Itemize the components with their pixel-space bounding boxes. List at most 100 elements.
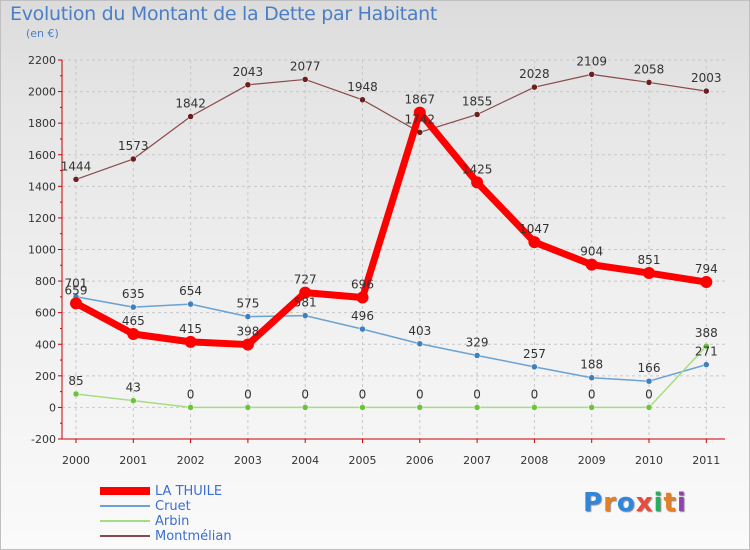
data-label: 654 [179,284,202,298]
data-point [187,113,194,120]
y-tick-label: 1800 [28,117,56,130]
x-tick-label: 2011 [692,454,720,467]
data-label: 496 [351,309,374,323]
data-point [244,404,252,411]
series-line-cruet [75,295,708,382]
data-label: 166 [638,361,661,375]
series-lines [70,71,713,411]
data-label: 1444 [61,159,92,173]
data-label: 1855 [462,94,493,108]
data-point [359,96,366,104]
data-label: 2028 [519,67,550,81]
data-point [299,286,312,299]
data-label: 2109 [576,54,607,68]
legend-label: Arbin [155,514,190,529]
y-tick-label: 0 [49,401,56,414]
legend-label: Montmélian [155,529,232,544]
data-label: 2043 [233,65,264,79]
y-tick-label: -200 [31,433,56,446]
x-tick-label: 2009 [578,454,606,467]
data-label: 1867 [405,93,436,107]
x-tick-label: 2003 [234,454,262,467]
logo-letter: r [603,488,617,518]
data-point [531,83,538,91]
y-tick-label: 400 [35,338,56,351]
data-point [72,176,80,183]
data-point [416,404,424,411]
data-point [528,236,541,249]
data-label: 1573 [118,139,149,153]
x-tick-label: 2008 [520,454,548,467]
logo-letter: i [653,488,664,518]
logo-letter: x [635,488,654,518]
data-point [700,276,713,289]
data-label: 403 [408,324,431,338]
data-label: 701 [65,277,88,291]
y-tick-label: 2200 [28,54,56,67]
series-line-la-thuile [72,109,710,349]
data-point [471,176,484,189]
series-line-arbin [75,345,708,409]
y-tick-label: 1600 [28,149,56,162]
data-label: 398 [236,325,259,339]
x-tick-label: 2002 [177,454,205,467]
legend-swatch [100,520,150,522]
data-point [187,404,194,411]
y-tick-label: 1200 [28,212,56,225]
axes: -200020040060080010001200140016001800200… [28,54,725,467]
legend-swatch [100,535,150,537]
y-tick-label: 600 [35,307,56,320]
data-label: 851 [638,253,661,267]
logo-letter: t [663,488,677,518]
data-label: 85 [68,374,83,388]
data-point [244,313,252,320]
logo-letter: P [583,488,604,518]
data-point [187,300,194,308]
data-point [473,404,481,411]
data-point [703,342,710,350]
data-label: 635 [122,287,145,301]
data-labels: 659 465 415 398 727 696 1867 1425 1047 904 851 794 7… [61,54,722,401]
data-label: 188 [580,358,603,372]
data-label: 0 [244,387,252,401]
data-point [473,111,481,118]
x-tick-label: 2001 [119,454,147,467]
data-point [588,404,595,411]
data-point [645,79,653,86]
data-point [703,87,710,95]
data-label: 329 [466,335,489,349]
logo-letter: i [676,488,687,518]
data-point [531,363,538,371]
y-tick-label: 800 [35,275,56,288]
chart-unit: (en €) [26,27,59,40]
x-tick-label: 2004 [291,454,319,467]
series-line-montmélian [75,73,707,180]
data-label: 696 [351,278,374,292]
x-tick-label: 2005 [349,454,377,467]
data-label: 2058 [634,62,665,76]
data-label: 257 [523,347,546,361]
data-point [241,338,254,351]
data-label: 465 [122,314,145,328]
data-label: 0 [531,387,539,401]
data-point [130,397,137,404]
y-tick-label: 2000 [28,86,56,99]
data-label: 43 [126,381,141,395]
data-point [359,404,366,411]
data-point [184,335,197,348]
x-tick-label: 2006 [406,454,434,467]
data-point [72,390,80,398]
data-label: 1948 [347,80,378,94]
data-point [127,327,140,340]
data-label: 794 [695,262,718,276]
data-label: 0 [187,387,195,401]
data-point [130,303,137,311]
data-point [356,291,369,304]
data-label: 0 [416,387,424,401]
logo-letter: o [616,488,636,518]
data-label: 659 [65,283,88,297]
data-label: 575 [236,297,259,311]
legend-label: LA THUILE [155,484,223,499]
data-label: 271 [695,345,718,359]
